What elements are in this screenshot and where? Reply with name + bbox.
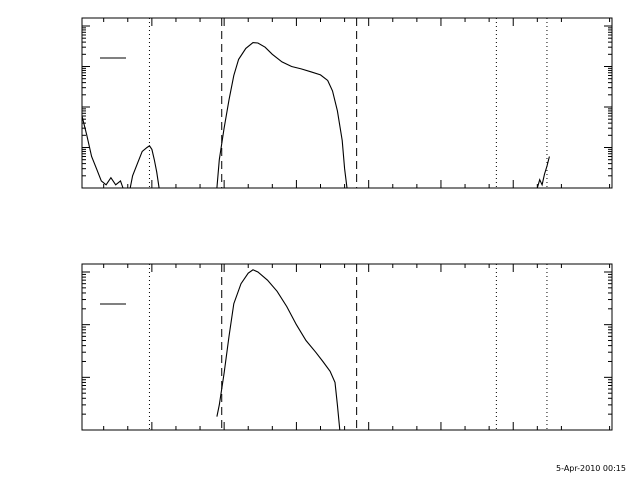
- series-line: [129, 145, 160, 189]
- lo-channel-panel: [81, 17, 613, 189]
- footer-timestamp: 5-Apr-2010 00:15: [556, 464, 626, 473]
- series-line: [216, 42, 348, 189]
- plot-frame: [81, 17, 613, 189]
- series-line: [216, 269, 341, 431]
- series-line: [536, 156, 550, 189]
- hi-channel-panel: [81, 263, 613, 431]
- series-line: [81, 115, 124, 189]
- plot-frame: [81, 263, 613, 431]
